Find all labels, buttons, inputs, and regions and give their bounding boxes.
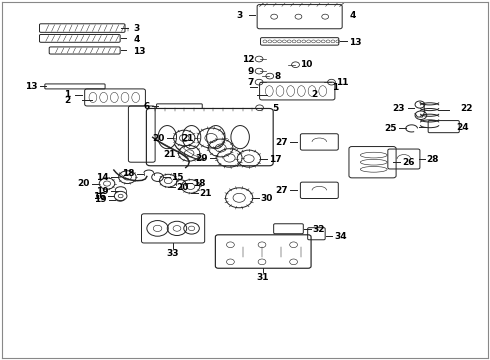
Text: 20: 20	[77, 179, 90, 188]
Text: 31: 31	[257, 273, 269, 282]
Text: 27: 27	[275, 138, 288, 147]
Text: 17: 17	[270, 154, 282, 163]
Text: 18: 18	[193, 179, 205, 188]
Text: 33: 33	[167, 249, 179, 258]
Text: 5: 5	[272, 104, 278, 113]
Text: 23: 23	[392, 104, 404, 113]
Text: 19: 19	[94, 195, 106, 204]
Text: 4: 4	[349, 11, 356, 20]
Text: 21: 21	[181, 134, 194, 143]
Text: 8: 8	[274, 72, 281, 81]
Text: 1: 1	[332, 83, 339, 92]
Text: 2: 2	[64, 96, 70, 105]
Text: 20: 20	[176, 183, 188, 192]
Text: 11: 11	[336, 78, 349, 87]
Text: 18: 18	[122, 170, 135, 179]
Text: 13: 13	[25, 82, 38, 91]
Text: 29: 29	[195, 154, 208, 163]
Text: 13: 13	[349, 38, 362, 47]
Text: 3: 3	[237, 11, 243, 20]
Text: 20: 20	[152, 134, 165, 143]
Text: 7: 7	[248, 78, 254, 87]
Text: 15: 15	[171, 173, 184, 182]
Text: 21: 21	[164, 149, 176, 158]
Text: 19: 19	[97, 187, 109, 196]
Text: 9: 9	[248, 67, 254, 76]
Text: 3: 3	[133, 23, 140, 32]
Text: 22: 22	[461, 104, 473, 113]
Text: 28: 28	[427, 155, 439, 164]
Text: 32: 32	[312, 225, 324, 234]
Text: 21: 21	[199, 189, 212, 198]
Text: 2: 2	[311, 90, 318, 99]
Text: 14: 14	[97, 173, 109, 182]
Text: 13: 13	[133, 47, 146, 56]
Text: 30: 30	[261, 194, 273, 203]
Text: 16: 16	[93, 192, 105, 201]
Text: 12: 12	[242, 54, 254, 63]
Text: 26: 26	[402, 158, 415, 167]
Text: 24: 24	[456, 123, 469, 132]
Text: 27: 27	[275, 186, 288, 195]
Text: 1: 1	[64, 90, 70, 99]
Text: 34: 34	[334, 232, 346, 241]
Text: 6: 6	[143, 102, 149, 111]
Text: 10: 10	[300, 60, 313, 69]
Text: 4: 4	[133, 35, 140, 44]
Text: 25: 25	[385, 124, 397, 133]
